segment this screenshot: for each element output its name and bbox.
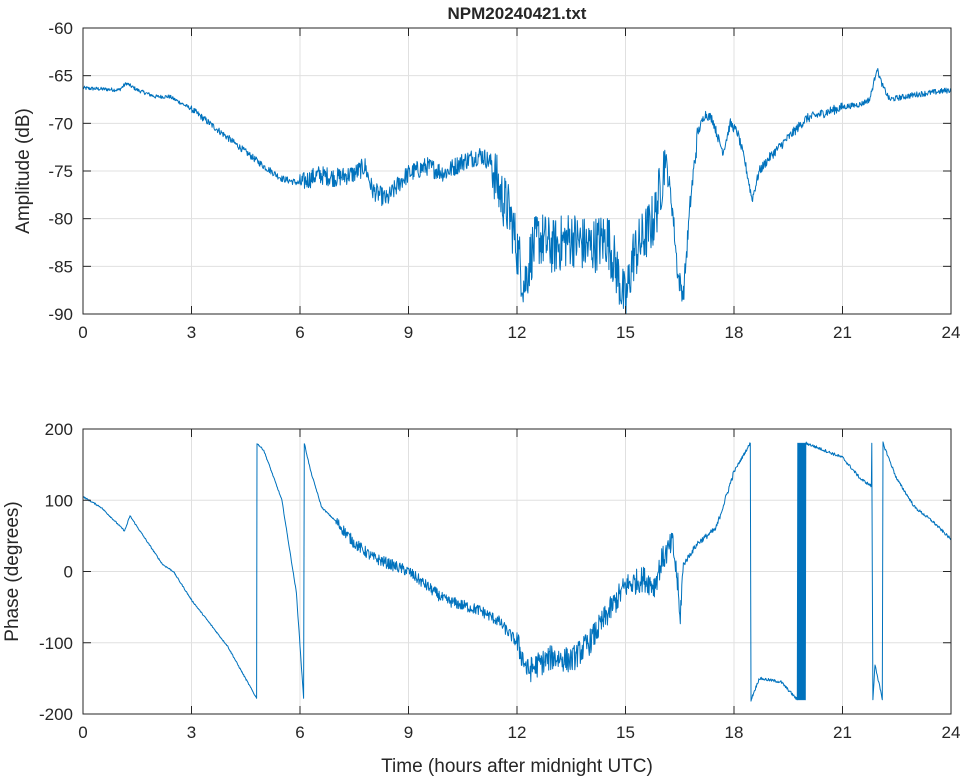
x-tick-label: 0 — [78, 723, 87, 742]
x-tick-label: 21 — [833, 723, 852, 742]
x-tick-label: 21 — [833, 323, 852, 342]
y-tick-label: -65 — [48, 67, 73, 86]
x-tick-label: 6 — [295, 723, 304, 742]
series-line-amplitude — [82, 68, 952, 314]
y-tick-label: -200 — [39, 705, 73, 724]
y-tick-label: -90 — [48, 305, 73, 324]
y-tick-label: -70 — [48, 114, 73, 133]
y-tick-label: 0 — [64, 563, 73, 582]
x-tick-label: 12 — [508, 723, 527, 742]
y-tick-label: 200 — [45, 420, 73, 439]
y-tick-label: -80 — [48, 210, 73, 229]
y-tick-label: -75 — [48, 162, 73, 181]
y-tick-label: 100 — [45, 491, 73, 510]
x-tick-label: 12 — [508, 323, 527, 342]
x-tick-label: 18 — [725, 323, 744, 342]
x-tick-label: 6 — [295, 323, 304, 342]
x-tick-label: 9 — [404, 723, 413, 742]
axes-phase: 0 3 6 9 12 15 18 21 24 200 100 0 -100 -200 Phase (degr… — [2, 420, 960, 777]
x-tick-label: 3 — [187, 723, 196, 742]
series-line-phase — [82, 441, 952, 702]
y-axis-label: Phase (degrees) — [2, 501, 23, 641]
x-tick-label: 0 — [78, 323, 87, 342]
y-tick-label: -100 — [39, 634, 73, 653]
x-tick-label: 15 — [616, 723, 635, 742]
y-tick-label: -85 — [48, 257, 73, 276]
x-tick-label: 18 — [725, 723, 744, 742]
chart-title: NPM20240421.txt — [448, 4, 587, 23]
x-axis-label: Time (hours after midnight UTC) — [381, 756, 653, 777]
axes-amplitude: 0 3 6 9 12 15 18 21 24 -60 -65 -70 -75 -80 -85 -90 NPM20… — [13, 4, 960, 342]
x-tick-label: 15 — [616, 323, 635, 342]
y-tick-label: -60 — [48, 19, 73, 38]
x-tick-label: 3 — [187, 323, 196, 342]
y-axis-label: Amplitude (dB) — [13, 108, 34, 234]
x-tick-label: 9 — [404, 323, 413, 342]
x-tick-label: 24 — [942, 723, 961, 742]
x-tick-label: 24 — [942, 323, 961, 342]
